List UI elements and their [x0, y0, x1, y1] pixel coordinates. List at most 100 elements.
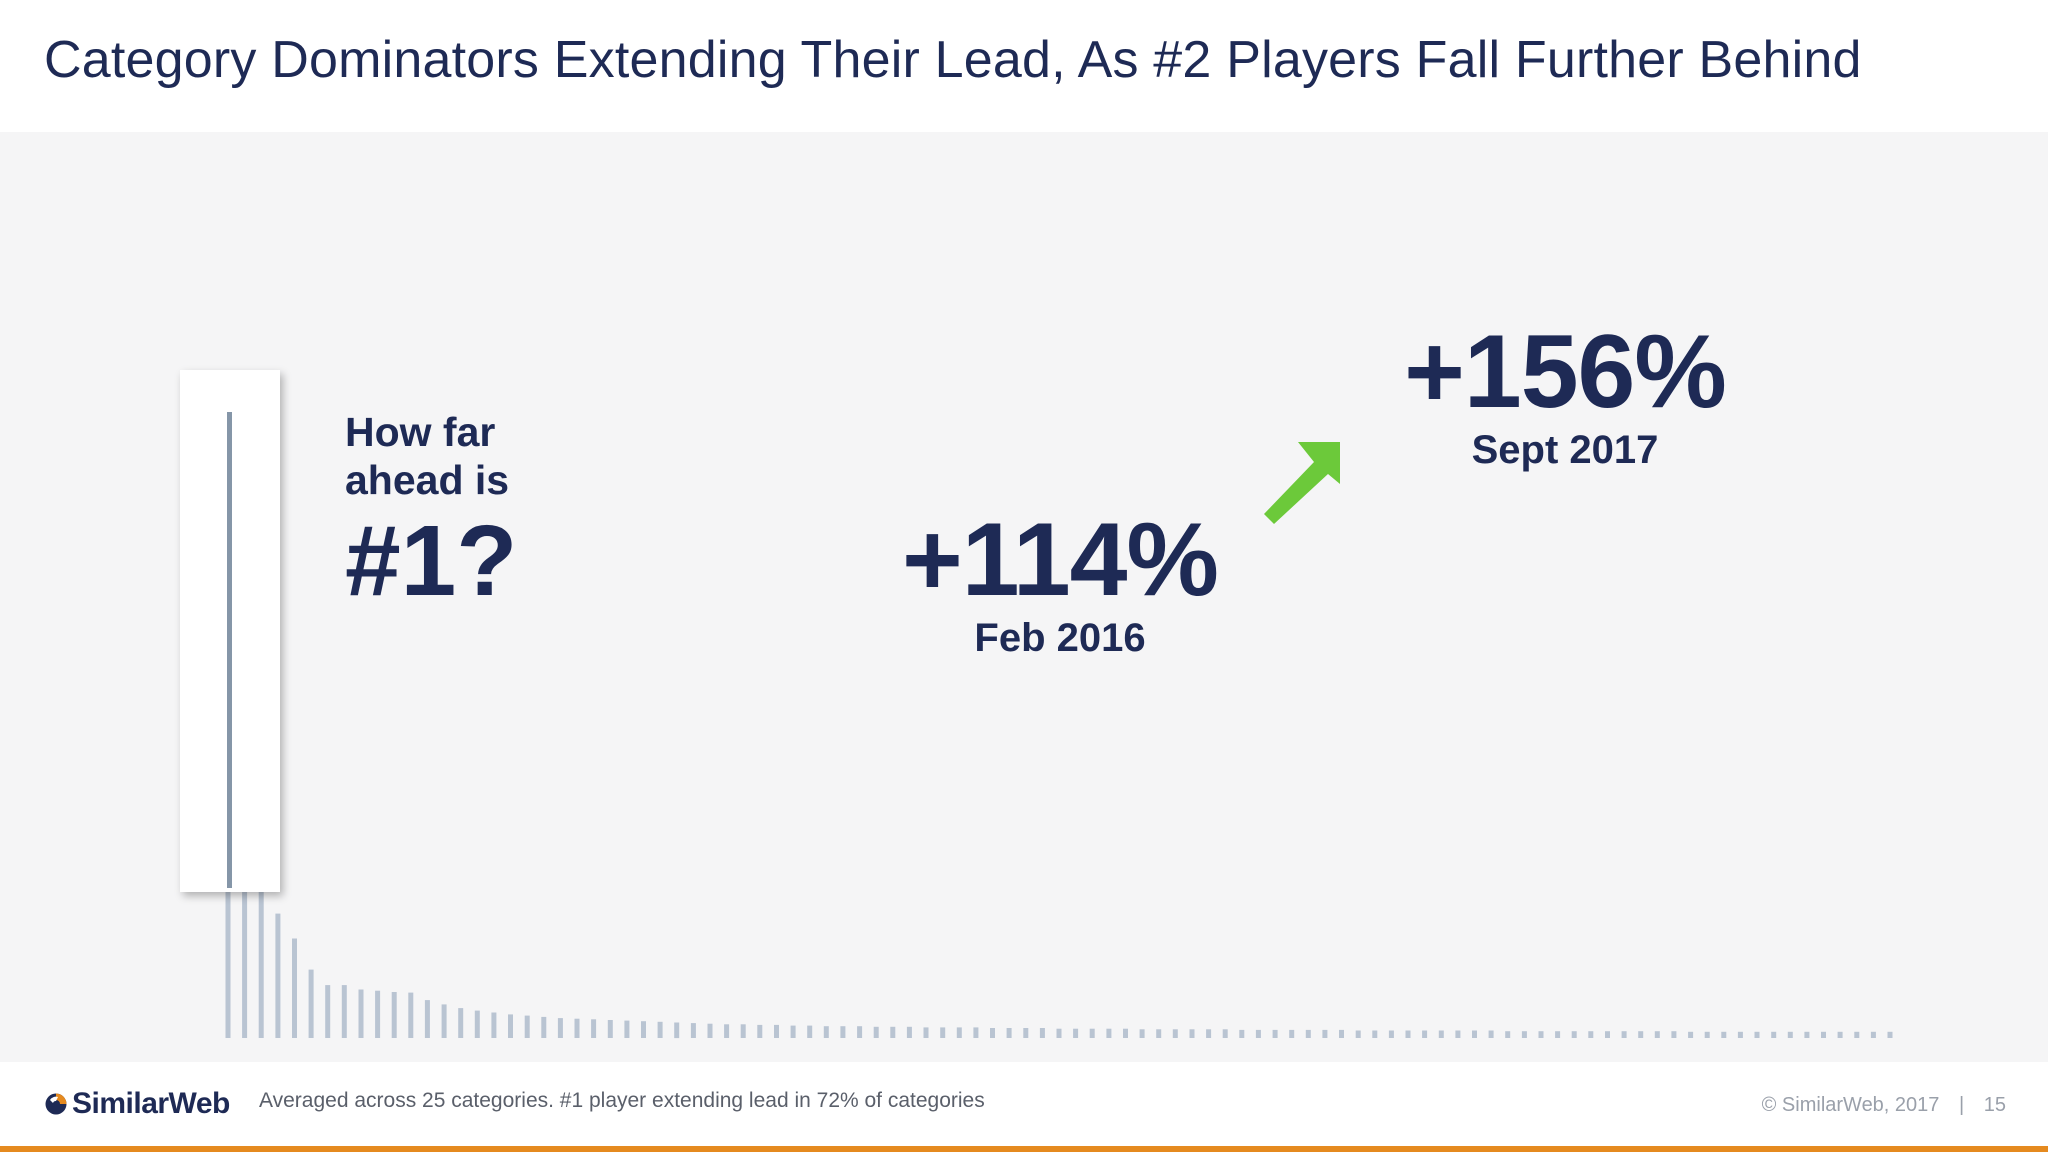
page-number: 15: [1983, 1094, 2006, 1116]
category-bar-10: [375, 990, 381, 1038]
category-bar-15: [458, 1008, 464, 1038]
category-bar-75: [1455, 1030, 1461, 1038]
category-bar-43: [923, 1027, 929, 1038]
category-bar-59: [1189, 1029, 1195, 1038]
stat-feb-date: Feb 2016: [974, 616, 1146, 660]
category-bar-52: [1073, 1028, 1079, 1038]
category-bar-99: [1854, 1031, 1860, 1038]
category-bar-80: [1538, 1031, 1544, 1038]
leader-bar: [227, 412, 232, 888]
category-bar-93: [1754, 1031, 1760, 1038]
category-bar-61: [1222, 1029, 1228, 1038]
category-bar-88: [1671, 1031, 1677, 1038]
category-bar-70: [1372, 1030, 1378, 1038]
category-bar-42: [906, 1026, 912, 1038]
category-bar-14: [441, 1004, 447, 1038]
category-bar-12: [408, 992, 414, 1038]
category-bar-54: [1106, 1028, 1112, 1038]
category-bar-35: [790, 1025, 796, 1038]
category-bar-84: [1605, 1031, 1610, 1038]
category-bar-17: [491, 1012, 497, 1038]
category-bar-25: [624, 1020, 630, 1038]
leader-highlight-card: [180, 370, 280, 892]
category-bar-79: [1521, 1031, 1527, 1038]
category-bar-64: [1272, 1029, 1278, 1038]
category-bar-49: [1023, 1028, 1029, 1038]
stat-sept-value: +156%: [1404, 314, 1727, 430]
category-bar-58: [1172, 1029, 1178, 1038]
category-bar-16: [474, 1010, 480, 1038]
category-bar-56: [1139, 1029, 1145, 1038]
question-line-2: ahead is: [345, 457, 510, 503]
category-bar-53: [1089, 1028, 1095, 1038]
category-bar-48: [1006, 1028, 1012, 1038]
category-bar-73: [1422, 1030, 1428, 1038]
category-bar-100: [1870, 1031, 1876, 1038]
category-bar-4: [275, 913, 281, 1038]
category-bar-38: [840, 1026, 846, 1038]
category-bar-20: [541, 1016, 547, 1038]
category-bar-32: [740, 1024, 746, 1038]
category-bar-72: [1405, 1030, 1411, 1038]
category-bar-39: [857, 1026, 863, 1038]
category-bar-28: [674, 1022, 680, 1039]
slide-title: Category Dominators Extending Their Lead…: [44, 31, 1862, 89]
chart-area: [0, 132, 2048, 1062]
category-bar-74: [1438, 1030, 1444, 1038]
stat-feb-2016: +114% Feb 2016: [880, 506, 1240, 662]
category-bar-91: [1721, 1031, 1727, 1038]
question-block: How far ahead is #1?: [345, 408, 517, 616]
arrow-up-right-icon: [1264, 442, 1340, 524]
category-bar-23: [591, 1019, 597, 1038]
category-bar-21: [557, 1018, 563, 1038]
category-bar-63: [1255, 1029, 1261, 1038]
category-bar-101: [1887, 1031, 1893, 1038]
category-bar-31: [724, 1024, 730, 1038]
category-bar-51: [1056, 1028, 1062, 1038]
category-bar-29: [690, 1023, 696, 1038]
category-bar-96: [1804, 1031, 1810, 1038]
category-bar-85: [1621, 1031, 1627, 1038]
slide-header: Category Dominators Extending Their Lead…: [0, 0, 2048, 132]
category-bar-55: [1123, 1028, 1128, 1038]
category-bar-50: [1039, 1028, 1045, 1038]
similarweb-logo-icon: [45, 1093, 67, 1115]
category-bar-18: [508, 1014, 513, 1038]
category-bar-92: [1737, 1031, 1743, 1038]
category-bar-19: [524, 1015, 530, 1038]
category-bar-46: [973, 1027, 979, 1038]
footnote: Averaged across 25 categories. #1 player…: [259, 1089, 985, 1112]
category-bar-22: [574, 1018, 580, 1038]
category-bar-87: [1654, 1031, 1660, 1038]
copyright-text: © SimilarWeb, 2017: [1761, 1094, 1940, 1116]
category-bar-47: [990, 1028, 995, 1038]
category-bar-90: [1704, 1031, 1710, 1038]
category-bar-89: [1688, 1031, 1694, 1038]
category-bar-37: [823, 1026, 829, 1038]
category-bar-36: [807, 1025, 813, 1038]
category-bar-76: [1472, 1030, 1477, 1038]
category-bar-11: [391, 992, 397, 1038]
category-bar-27: [657, 1021, 663, 1038]
category-bar-30: [707, 1023, 713, 1038]
category-bar-98: [1837, 1031, 1843, 1038]
similarweb-logo: SimilarWeb: [44, 1087, 230, 1121]
slide-footer: [0, 1062, 2048, 1146]
category-bar-67: [1322, 1029, 1328, 1038]
logo-text: SimilarWeb: [72, 1087, 230, 1120]
category-bar-7: [325, 985, 331, 1038]
category-bar-8: [341, 985, 347, 1038]
category-bar-62: [1239, 1029, 1245, 1038]
category-bar-65: [1289, 1029, 1295, 1038]
category-bar-94: [1771, 1031, 1777, 1038]
category-bar-6: [308, 969, 314, 1038]
category-bar-9: [358, 989, 364, 1038]
footer-accent-bar: [0, 1146, 2048, 1152]
category-bar-33: [757, 1024, 763, 1038]
category-bar-26: [641, 1021, 646, 1038]
category-bar-44: [940, 1027, 946, 1038]
footer-separator: |: [1958, 1094, 1965, 1116]
question-line-1: How far: [345, 409, 496, 455]
category-bar-24: [607, 1020, 613, 1038]
category-bar-69: [1355, 1030, 1361, 1038]
